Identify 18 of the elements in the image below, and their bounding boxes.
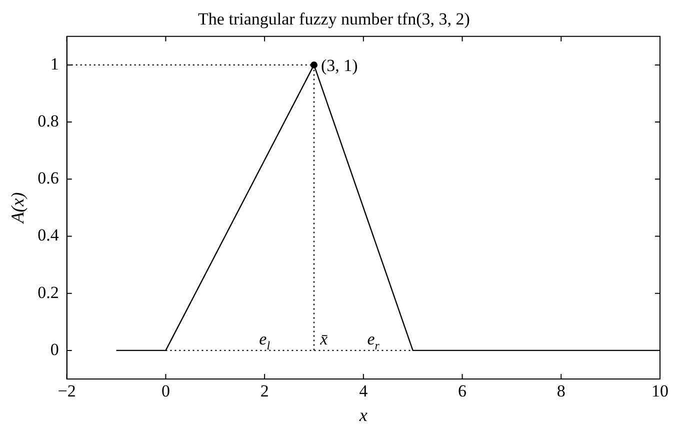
chart-title: The triangular fuzzy number tfn(3, 3, 2): [198, 10, 470, 29]
x-tick-label: −2: [58, 382, 76, 401]
x-tick-label: 2: [260, 382, 269, 401]
y-tick-label: 0.8: [38, 112, 59, 131]
x-axis-title: x: [358, 404, 368, 425]
x-tick-label: 0: [161, 382, 170, 401]
y-tick-label: 1: [50, 54, 59, 74]
y-tick-label: 0: [50, 340, 59, 359]
y-tick-label: 0.4: [38, 226, 60, 245]
annotation: x̄: [319, 329, 328, 348]
x-tick-label: 4: [359, 382, 368, 401]
y-axis-title: A(x): [8, 192, 28, 224]
x-tick-label: 8: [556, 382, 566, 401]
x-tick-label: 6: [458, 382, 467, 401]
y-tick-label: 0.6: [38, 168, 59, 188]
annotation: (3, 1): [320, 56, 358, 75]
x-tick-label: 10: [652, 382, 668, 401]
y-tick-label: 0.2: [38, 282, 59, 302]
